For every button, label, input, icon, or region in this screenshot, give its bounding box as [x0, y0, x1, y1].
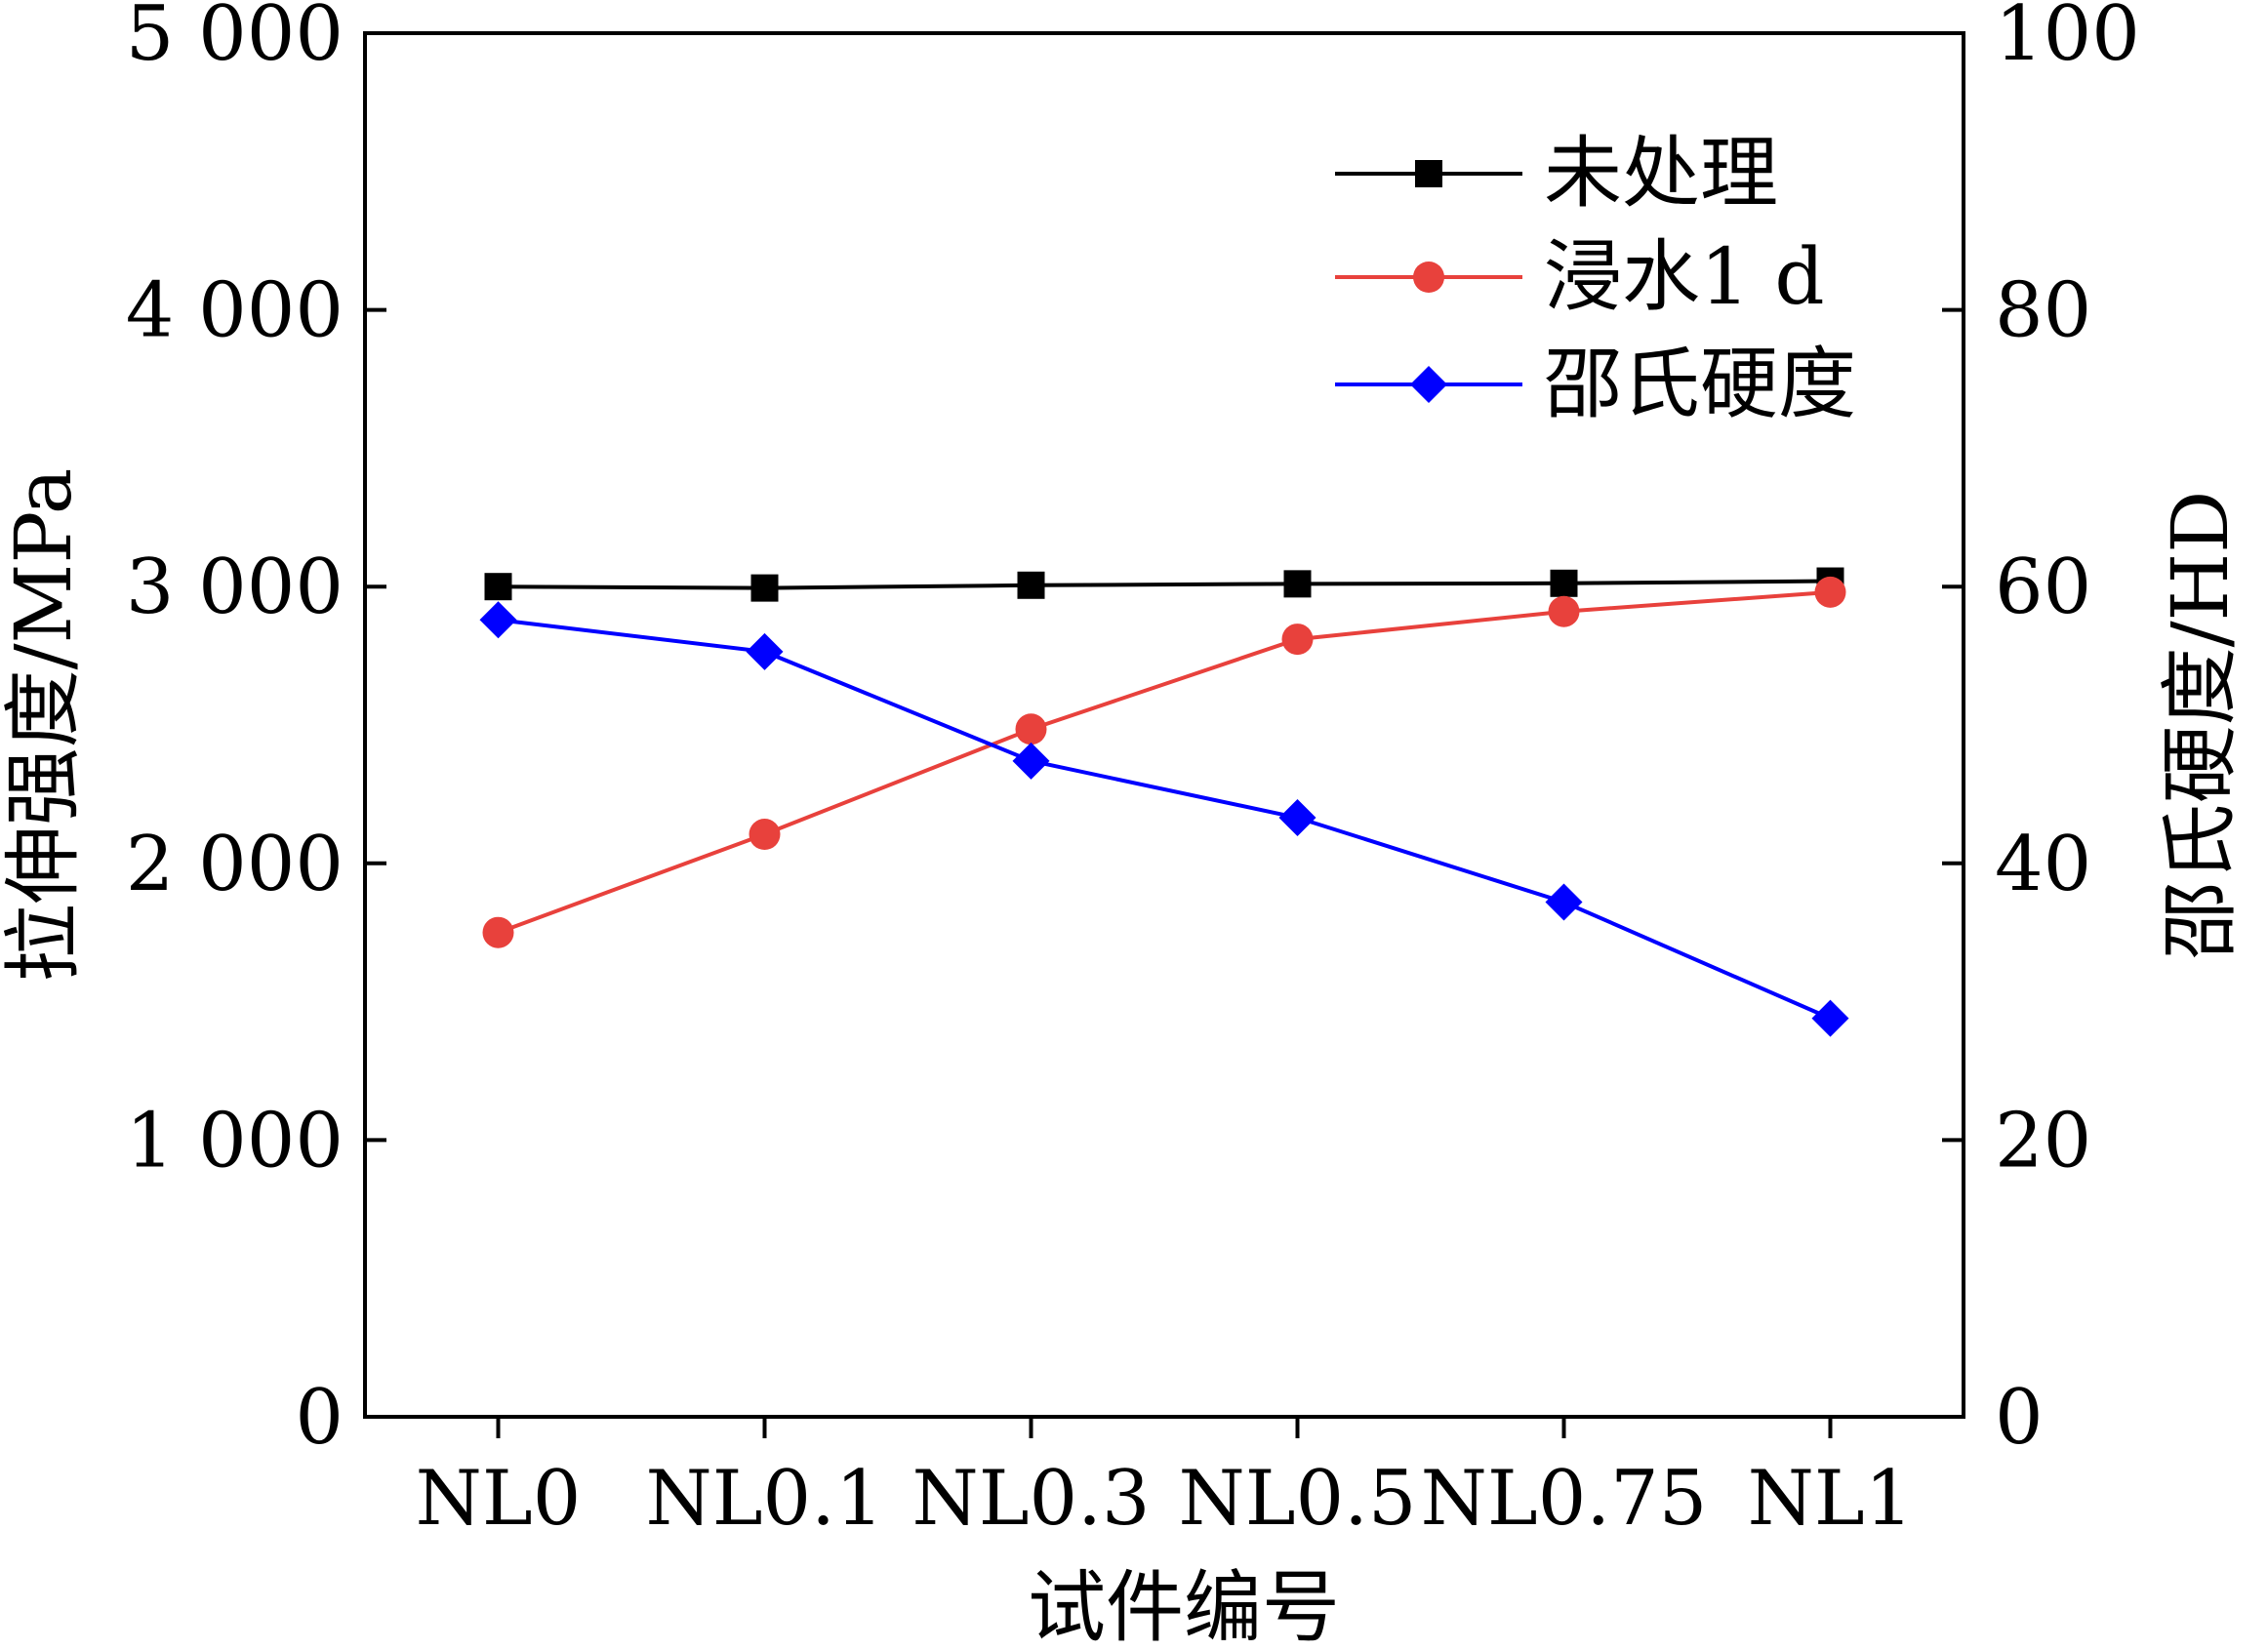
left-y-tick-label: 0 [295, 1374, 344, 1462]
legend-item: 浸水1 d [1335, 231, 1825, 322]
left-y-tick-label: 3 000 [126, 543, 344, 631]
right-y-tick-label: 40 [1995, 821, 2091, 908]
series-2-point [1281, 624, 1314, 656]
series-2-point [482, 916, 514, 948]
x-tick-label: NL0 [416, 1455, 582, 1543]
right-y-axis: 0 20 40 60 80 100 [1942, 0, 2140, 1462]
right-y-tick-label: 80 [1995, 267, 2091, 355]
series-3-point [479, 601, 517, 639]
series-3 [479, 601, 1849, 1037]
series-1-point [1017, 571, 1045, 599]
series-1-point [484, 573, 512, 601]
x-axis-title: 试件编号 [1028, 1562, 1340, 1650]
series-3-point [746, 632, 784, 670]
series-2-point [749, 819, 781, 851]
series-1-point [1550, 569, 1578, 597]
series-3-point [1545, 883, 1583, 921]
legend-marker [1415, 160, 1442, 187]
series-3-point [1278, 799, 1316, 837]
left-y-axis-title: 拉伸强度/MPa [0, 468, 89, 983]
series-1 [484, 567, 1844, 602]
x-tick-label: NL0.75 [1421, 1455, 1708, 1543]
legend-item: 未处理 [1335, 128, 1778, 219]
left-y-axis: 0 1 000 2 000 3 000 4 000 5 000 [126, 0, 386, 1462]
legend-label: 浸水1 d [1544, 231, 1825, 322]
series-3-line [498, 618, 1832, 1021]
series-2-point [1548, 595, 1580, 627]
left-y-tick-label: 5 000 [126, 0, 344, 78]
right-y-axis-title: 邵氏硬度/HD [2155, 491, 2246, 960]
x-tick-label: NL0.5 [1178, 1455, 1416, 1543]
series-2 [482, 576, 1846, 948]
series-1-point [750, 574, 779, 602]
right-y-tick-label: 60 [1995, 543, 2091, 631]
left-y-tick-label: 4 000 [126, 267, 344, 355]
plot-border [363, 31, 1965, 1419]
legend-marker [1410, 366, 1447, 403]
series-layer [479, 567, 1849, 1037]
left-y-tick-label: 2 000 [126, 821, 344, 908]
series-3-point [1012, 742, 1050, 780]
legend-item: 邵氏硬度 [1335, 339, 1856, 429]
x-tick-label: NL0.1 [645, 1455, 883, 1543]
x-axis: NL0 NL0.1 NL0.3 NL0.5 NL0.75 NL1 [416, 1417, 1914, 1543]
series-1-line [498, 579, 1831, 590]
series-1-point [1283, 570, 1312, 598]
plot-frame [363, 31, 1965, 1419]
x-tick-label: NL1 [1748, 1455, 1914, 1543]
series-2-point [1814, 576, 1846, 608]
legend-label: 未处理 [1544, 128, 1778, 219]
series-2-point [1015, 713, 1047, 745]
right-y-tick-label: 0 [1995, 1374, 2044, 1462]
right-y-tick-label: 100 [1995, 0, 2140, 78]
legend-marker [1413, 262, 1444, 293]
legend-label: 邵氏硬度 [1544, 339, 1856, 429]
series-3-point [1811, 999, 1849, 1037]
series-2-line [497, 589, 1831, 935]
left-y-tick-label: 1 000 [126, 1097, 344, 1185]
x-tick-label: NL0.3 [911, 1455, 1150, 1543]
right-y-tick-label: 20 [1995, 1097, 2091, 1185]
